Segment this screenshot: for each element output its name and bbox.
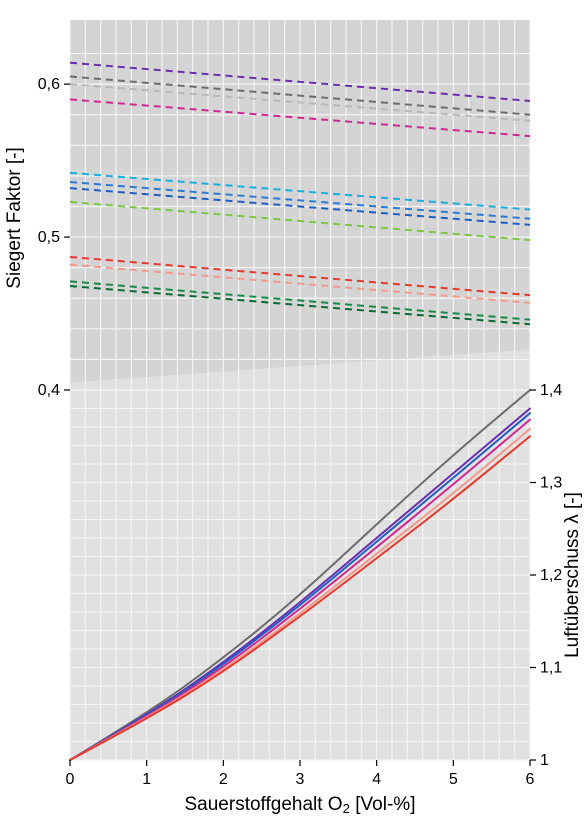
y-left-axis-label: Siegert Faktor [-] bbox=[4, 147, 25, 289]
y-left-tick-label: 0,5 bbox=[38, 229, 60, 246]
x-tick-label: 1 bbox=[142, 771, 151, 788]
y-right-tick-label: 1,4 bbox=[540, 382, 562, 399]
x-tick-label: 3 bbox=[296, 771, 305, 788]
x-tick-label: 4 bbox=[372, 771, 381, 788]
x-tick-label: 0 bbox=[66, 771, 75, 788]
x-tick-label: 5 bbox=[449, 771, 458, 788]
x-tick-label: 6 bbox=[526, 771, 535, 788]
y-left-tick-label: 0,6 bbox=[38, 76, 60, 93]
x-tick-label: 2 bbox=[219, 771, 228, 788]
y-right-axis-label: Luftüberschuss λ [-] bbox=[562, 492, 583, 658]
y-right-tick-label: 1 bbox=[540, 752, 549, 769]
y-right-tick-label: 1,3 bbox=[540, 475, 562, 492]
chart-svg: 0 1 2 3 4 5 6 Sauerstoffgehalt O2 [Vol-%] 0,4 0,5… bbox=[0, 0, 587, 828]
x-axis-label: Sauerstoffgehalt O2 [Vol-%] bbox=[185, 794, 416, 816]
chart-container: 0 1 2 3 4 5 6 Sauerstoffgehalt O2 [Vol-%] 0,4 0,5… bbox=[0, 0, 587, 828]
y-right-tick-label: 1,1 bbox=[540, 660, 562, 677]
y-right-tick-label: 1,2 bbox=[540, 567, 562, 584]
y-left-tick-label: 0,4 bbox=[38, 382, 60, 399]
